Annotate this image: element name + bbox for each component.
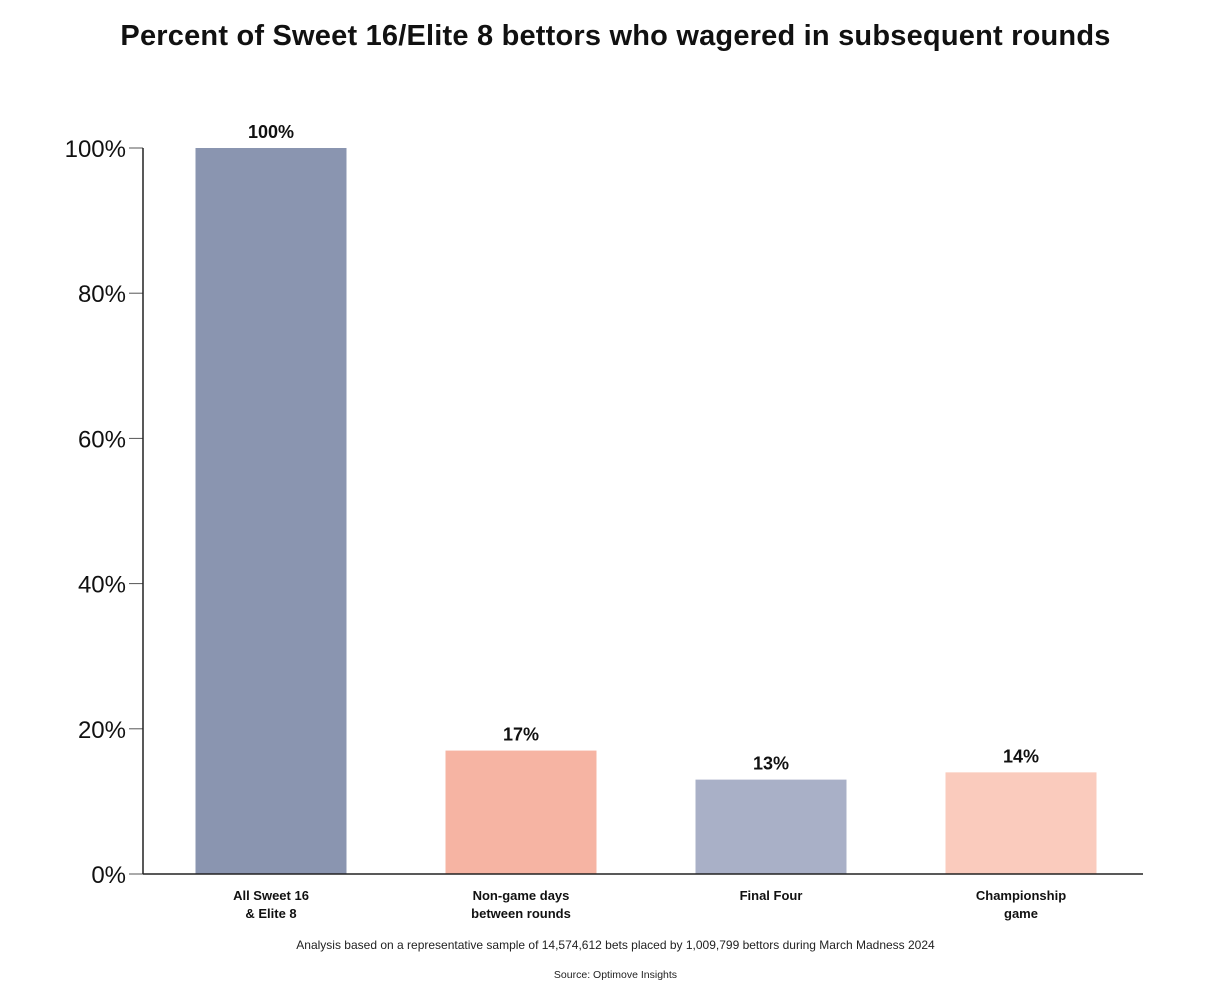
x-tick-label: All Sweet 16 <box>233 888 309 903</box>
source-note: Source: Optimove Insights <box>553 969 678 981</box>
x-tick-label: & Elite 8 <box>245 906 296 921</box>
x-tick-label: between rounds <box>471 906 571 921</box>
bars <box>195 148 1097 874</box>
y-tick-label: 0% <box>91 862 126 889</box>
chart-title: Percent of Sweet 16/Elite 8 bettors who … <box>120 20 1111 52</box>
x-tick-label: Final Four <box>740 888 803 903</box>
data-label: 17% <box>503 725 539 745</box>
data-label: 14% <box>1003 746 1039 766</box>
x-tick-label: game <box>1004 906 1038 921</box>
bar <box>945 772 1097 874</box>
y-tick-label: 40% <box>78 572 126 599</box>
y-tick-label: 80% <box>78 281 126 308</box>
data-label: 100% <box>248 122 294 142</box>
bar <box>195 148 347 874</box>
x-tick-label: Championship <box>976 888 1066 903</box>
y-tick-label: 20% <box>78 717 126 744</box>
bar <box>695 779 847 874</box>
data-label: 13% <box>753 754 789 774</box>
footnote: Analysis based on a representative sampl… <box>296 938 935 952</box>
data-labels: 100% 17% 13% 14% <box>248 122 1039 774</box>
y-tick-label: 100% <box>65 136 126 163</box>
y-tick-label: 60% <box>78 426 126 453</box>
bar <box>445 750 597 874</box>
x-axis-labels: All Sweet 16 & Elite 8 Non-game days betwee… <box>233 888 1066 921</box>
y-axis: 0% 20% 40% 60% 80% 100% <box>65 136 143 889</box>
x-tick-label: Non-game days <box>473 888 570 903</box>
